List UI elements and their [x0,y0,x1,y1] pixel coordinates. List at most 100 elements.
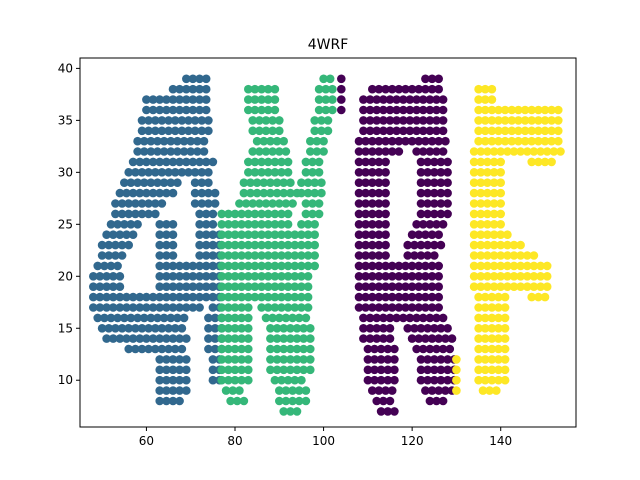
data-point [250,230,260,239]
data-point [162,396,171,406]
data-point [170,344,180,354]
data-point [337,95,346,104]
data-point [257,292,266,302]
data-point [529,147,539,156]
data-point [122,334,131,343]
data-point [487,324,497,333]
data-point [195,105,204,115]
data-point [270,105,280,115]
data-point [425,126,435,136]
data-point [317,126,326,136]
data-point [244,375,253,385]
data-point [476,261,486,271]
data-point [487,292,497,302]
data-point [224,230,233,239]
data-point [268,147,277,156]
data-point [106,313,116,323]
data-point [303,261,313,271]
data-point [554,126,563,136]
data-point [237,209,246,219]
data-point [224,282,233,292]
data-point [434,261,444,271]
data-point [115,282,125,292]
data-point [487,136,497,146]
data-point [487,313,497,323]
data-point [115,292,125,302]
data-point [469,282,479,292]
data-point [443,178,452,187]
data-point [381,157,390,167]
data-point [168,230,178,239]
data-point [430,178,439,187]
data-point [430,375,439,385]
data-point [292,365,302,375]
data-point [135,334,145,343]
data-point [383,365,393,375]
data-point [414,84,424,94]
data-point [301,386,311,395]
data-point [288,396,297,406]
data-point [166,136,176,146]
data-point [124,344,133,354]
data-point [427,272,437,281]
data-point [204,324,213,333]
data-point [237,313,246,323]
data-point [443,209,452,219]
data-point [279,344,289,354]
data-point [392,95,401,104]
data-point [195,230,204,239]
data-point [131,168,140,177]
data-point [259,178,269,187]
data-point [520,126,530,136]
data-point [534,136,543,146]
data-point [425,396,435,406]
data-point [425,344,435,354]
data-point [436,240,446,250]
data-point [142,157,151,167]
data-point [210,313,220,323]
data-point [277,209,286,219]
data-point [337,105,346,115]
data-point [438,220,448,229]
data-point [208,220,218,229]
data-point [131,344,140,354]
data-point [179,147,189,156]
data-point [155,240,164,250]
data-point [303,272,313,281]
data-point [197,126,207,136]
data-point [443,324,452,333]
data-point [297,261,306,271]
data-point [365,126,375,136]
data-point [294,396,304,406]
data-point [496,230,506,239]
data-point [286,324,295,333]
data-point [182,84,191,94]
y-tick-label: 25 [58,217,73,231]
data-point [193,147,202,156]
data-point [430,157,439,167]
data-point [266,334,275,343]
data-point [100,261,109,271]
x-tick-label: 100 [312,434,335,448]
data-point [438,396,448,406]
data-point [489,188,499,198]
data-point [416,324,426,333]
data-point [368,230,377,239]
data-point [474,292,483,302]
data-point [387,136,397,146]
data-point [301,209,311,219]
data-point [266,365,275,375]
data-point [401,292,410,302]
data-point [374,84,384,94]
data-point [405,126,415,136]
data-point [385,334,395,343]
data-point [224,261,233,271]
data-point [474,334,483,343]
data-point [421,136,430,146]
data-point [250,220,260,229]
data-point [250,282,260,292]
data-point [489,272,499,281]
data-point [166,147,176,156]
data-point [423,178,432,187]
data-point [104,251,114,260]
